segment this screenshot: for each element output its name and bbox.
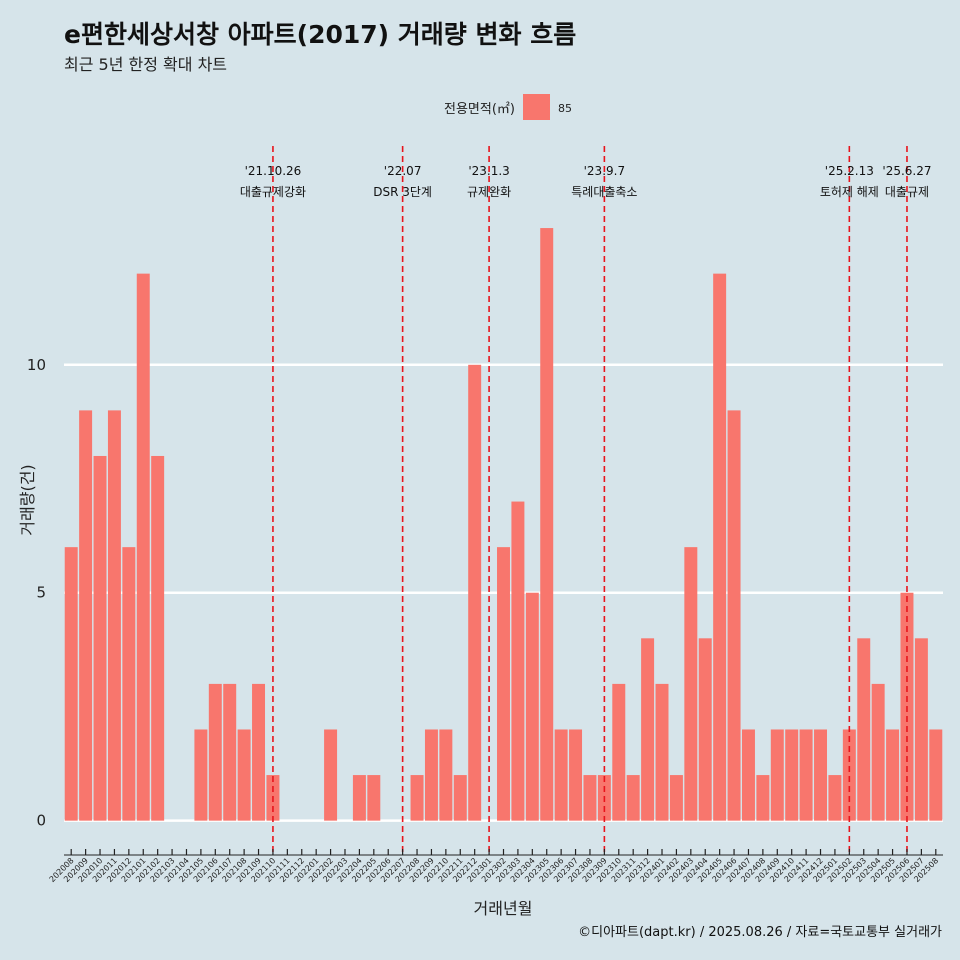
bar-202010	[93, 455, 107, 821]
event-label: DSR 3단계	[373, 185, 432, 199]
legend: 전용면적(㎡) 85	[444, 94, 572, 120]
event-date: '23.1.3	[468, 164, 509, 178]
bar-202305	[540, 228, 554, 821]
bar-202504	[871, 683, 885, 821]
bar-202307	[569, 729, 583, 821]
bar-202306	[554, 729, 568, 821]
bar-202312	[641, 638, 655, 821]
bar-202507	[914, 638, 928, 821]
bar-202308	[583, 775, 597, 821]
bar-202212	[468, 364, 482, 821]
event-date: '25.6.27	[882, 164, 931, 178]
bar-202402	[669, 775, 683, 821]
legend-title: 전용면적(㎡)	[444, 102, 515, 117]
bar-202410	[785, 729, 799, 821]
x-axis: 2020082020092020102020112020122021012021…	[48, 849, 943, 884]
event-label: 토허제 해제	[820, 185, 879, 199]
bar-202210	[439, 729, 453, 821]
event-date: '22.07	[384, 164, 422, 178]
bar-202508	[929, 729, 943, 821]
bar-202011	[107, 410, 121, 821]
bar-202310	[612, 683, 626, 821]
event-date: '21.10.26	[245, 164, 302, 178]
bar-202009	[79, 410, 93, 821]
bar-202311	[626, 775, 640, 821]
bar-202409	[770, 729, 784, 821]
bar-202106	[208, 683, 222, 821]
y-axis-title: 거래량(건)	[18, 464, 37, 535]
bar-202411	[799, 729, 813, 821]
bar-202406	[727, 410, 741, 821]
legend-label: 85	[558, 102, 572, 115]
bar-202108	[237, 729, 251, 821]
bar-202208	[410, 775, 424, 821]
bar-202105	[194, 729, 208, 821]
bar-202303	[511, 501, 525, 821]
bar-202012	[122, 547, 136, 821]
bar-202109	[252, 683, 266, 821]
event-label: 대출규제강화	[240, 185, 306, 199]
bar-202403	[684, 547, 698, 821]
bar-202102	[151, 455, 165, 821]
y-tick-label: 5	[36, 584, 46, 602]
event-label: 대출규제	[885, 185, 929, 199]
bar-202501	[828, 775, 842, 821]
bar-202205	[367, 775, 381, 821]
bar-202401	[655, 683, 669, 821]
bar-202209	[424, 729, 438, 821]
bar-202407	[741, 729, 755, 821]
bar-202408	[756, 775, 770, 821]
bar-202404	[698, 638, 712, 821]
y-tick-label: 10	[27, 356, 46, 374]
chart-title: e편한세상서창 아파트(2017) 거래량 변화 흐름	[64, 20, 576, 49]
bar-202211	[453, 775, 467, 821]
event-date: '23.9.7	[584, 164, 625, 178]
bar-202202	[324, 729, 338, 821]
y-axis: 0 5 10	[27, 356, 46, 830]
legend-swatch	[523, 94, 550, 120]
bar-202304	[525, 592, 539, 821]
caption: ©디아파트(dapt.kr) / 2025.08.26 / 자료=국토교통부 실…	[578, 925, 942, 940]
y-tick-label: 0	[36, 812, 46, 830]
bar-202502	[842, 729, 856, 821]
bar-202302	[497, 547, 510, 821]
bar-202107	[223, 683, 237, 821]
chart-subtitle: 최근 5년 한정 확대 차트	[64, 55, 227, 74]
bar-202204	[352, 775, 366, 821]
bar-202101	[136, 273, 150, 821]
bar-202412	[814, 729, 828, 821]
bar-202505	[886, 729, 900, 821]
event-label: 특례대출축소	[571, 185, 637, 199]
event-date: '25.2.13	[825, 164, 874, 178]
bar-202503	[857, 638, 871, 821]
event-markers: '21.10.26 대출규제강화 '22.07 DSR 3단계 '23.1.3 규제완화 '…	[240, 146, 932, 855]
bar-202405	[713, 273, 727, 821]
x-axis-title: 거래년월	[474, 899, 533, 918]
bar-202008	[64, 547, 78, 821]
event-label: 규제완화	[467, 185, 511, 199]
bars	[64, 228, 943, 821]
